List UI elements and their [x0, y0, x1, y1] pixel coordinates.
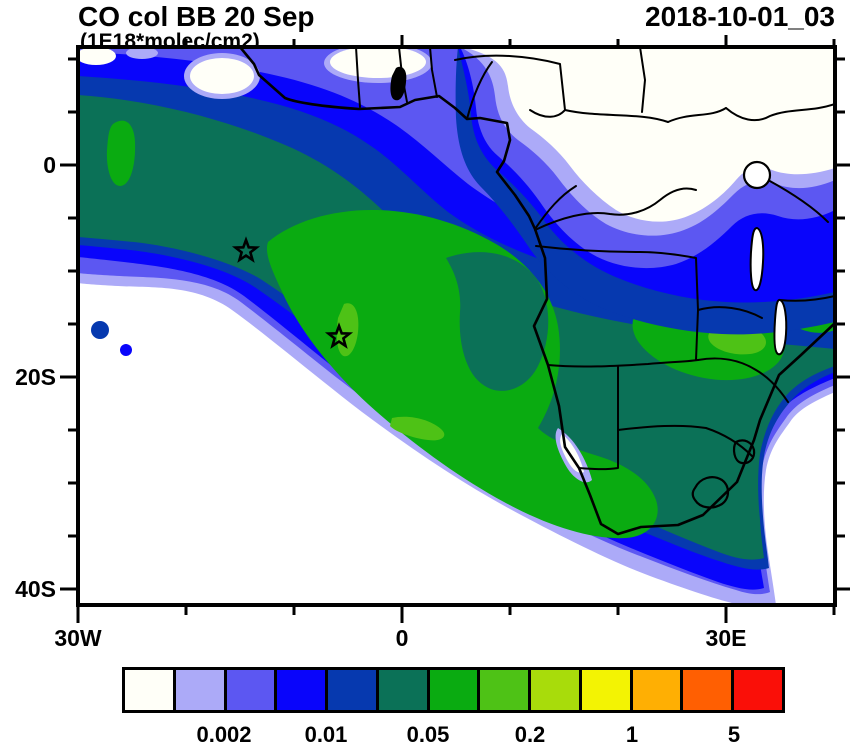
contour-namibia-sliver-white	[560, 434, 584, 473]
colorbar-cell	[632, 670, 684, 710]
colorbar-cell	[226, 670, 278, 710]
border-lesotho	[691, 476, 730, 509]
colorbar-cell	[531, 670, 582, 710]
colorbar-cell	[378, 670, 430, 710]
colorbar	[122, 667, 785, 713]
map-frame	[76, 45, 837, 607]
contour-teal-curl	[446, 252, 549, 391]
y-tick-label-20s: 20S	[15, 364, 56, 390]
colorbar-cell	[328, 670, 379, 710]
contour-top-patch-white-2	[330, 47, 426, 78]
lake-tanganyika	[749, 226, 765, 292]
contour-top-patch-lav-3	[126, 47, 158, 59]
contour-top-patch-white-3	[78, 47, 116, 65]
axis-ticks-major	[60, 35, 850, 623]
contour-green-west-patch	[106, 120, 136, 186]
colorbar-cell	[734, 670, 782, 710]
africa-coastline	[238, 47, 835, 536]
plot-title: CO col BB 20 Sep	[78, 1, 315, 32]
colorbar-cell	[125, 670, 176, 710]
colorbar-cell	[480, 670, 532, 710]
colorbar-cell	[683, 670, 735, 710]
contour-top-patch-white-1	[190, 58, 254, 94]
lake-victoria	[742, 160, 772, 190]
contour-field	[78, 47, 835, 605]
colorbar-cell	[277, 670, 329, 710]
contour-speckle-2	[120, 344, 132, 356]
x-tick-label-30e: 30E	[706, 625, 747, 651]
y-tick-label-40s: 40S	[15, 576, 56, 602]
axis-ticks-minor	[68, 39, 845, 615]
contour-green-plume	[266, 210, 658, 539]
plot-timestamp: 2018-10-01_03	[645, 1, 835, 32]
contour-ne-white-core	[462, 47, 835, 222]
y-tick-label-0: 0	[43, 152, 56, 178]
x-tick-label-0: 0	[396, 625, 409, 651]
x-tick-label-30w: 30W	[54, 625, 102, 651]
colorbar-cell	[175, 670, 227, 710]
colorbar-cell	[429, 670, 481, 710]
contour-speckle-1	[91, 321, 109, 339]
contour-lightgreen-streak-3	[390, 416, 445, 441]
lake-malawi	[773, 298, 788, 356]
colorbar-cell	[581, 670, 633, 710]
lake-volta	[390, 66, 407, 101]
border-eswatini	[732, 439, 756, 465]
